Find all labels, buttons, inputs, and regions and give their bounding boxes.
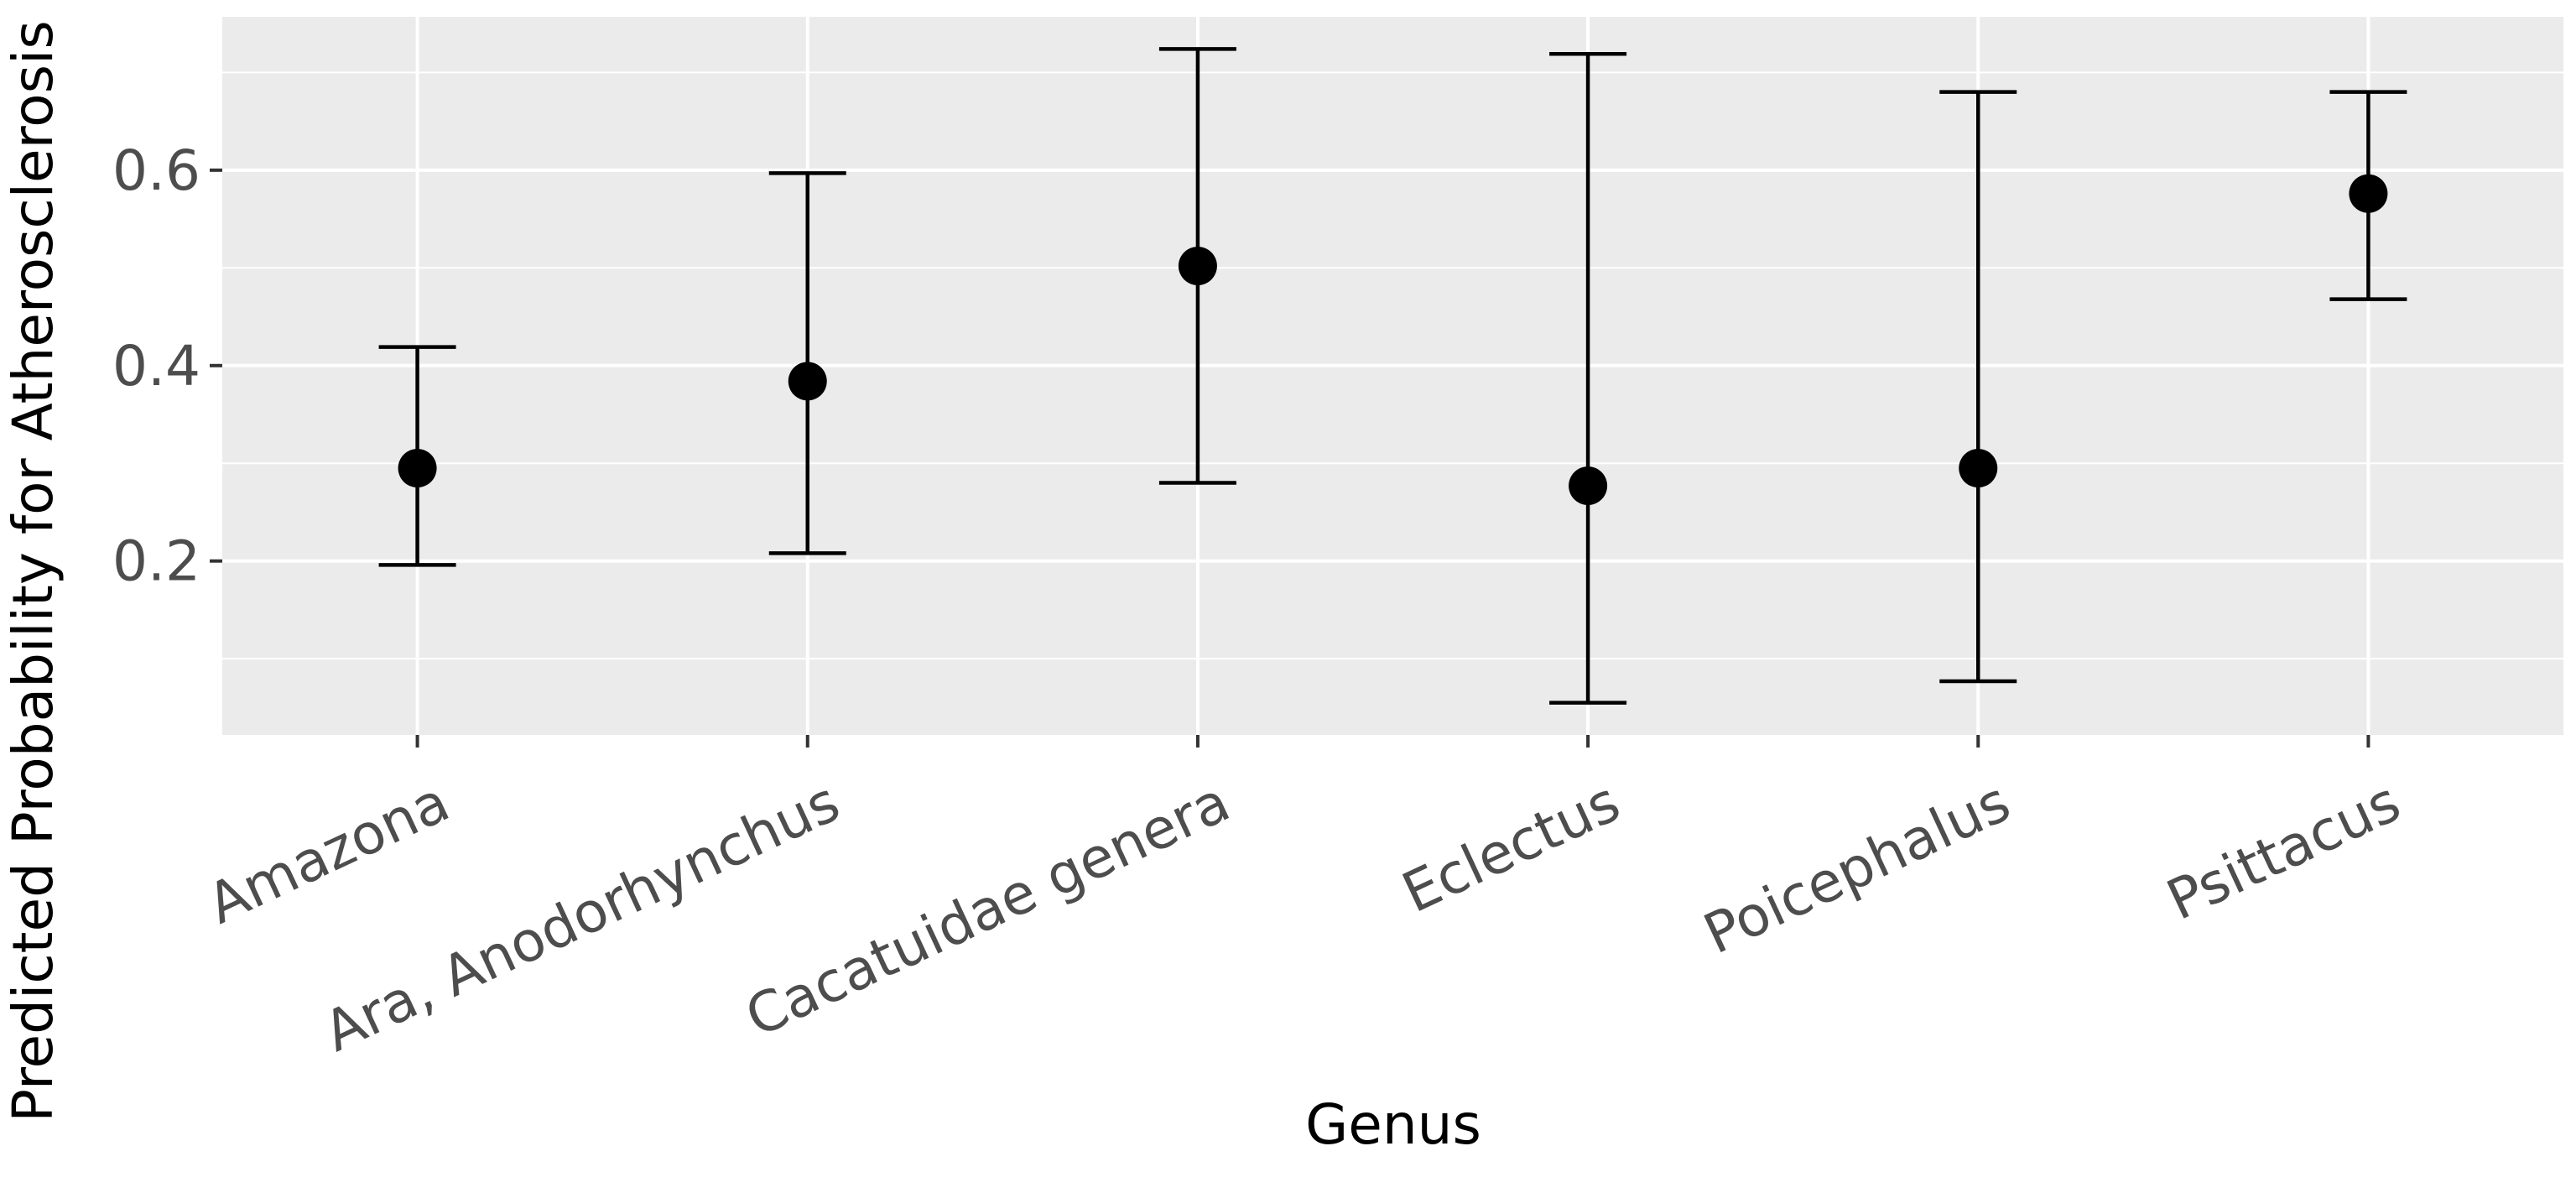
grid-minor (222, 71, 2563, 660)
y-axis-title: Predicted Probability for Atherosclerosi… (1, 20, 65, 1123)
data-point (788, 362, 827, 401)
data-point (398, 449, 437, 488)
y-tick-label: 0.4 (112, 334, 200, 399)
y-tick-label: 0.6 (112, 138, 200, 203)
y-axis: 0.2 0.4 0.6 (112, 138, 222, 594)
data-point (1569, 466, 1608, 506)
data-point (1178, 246, 1217, 285)
data-point (2349, 174, 2388, 213)
plot-panel (222, 17, 2563, 735)
y-tick-label: 0.2 (112, 529, 200, 594)
data-point (1959, 449, 1998, 488)
x-axis-title: Genus (1305, 1092, 1481, 1157)
points (398, 174, 2388, 506)
